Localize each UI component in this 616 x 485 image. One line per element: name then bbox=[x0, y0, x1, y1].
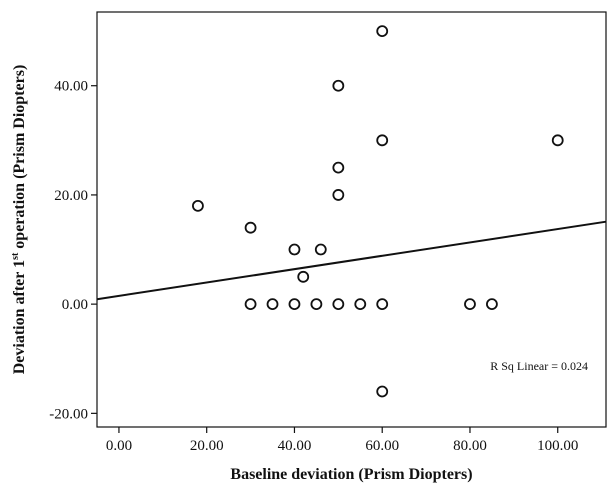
data-point bbox=[486, 298, 498, 311]
y-axis: -20.00 0.00 20.00 40.00 bbox=[49, 79, 97, 422]
data-point bbox=[244, 298, 257, 311]
x-axis: 0.00 20.00 40.00 60.00 80.00 100.00 bbox=[106, 427, 578, 454]
y-tick-label: 20.00 bbox=[54, 188, 88, 204]
data-point bbox=[376, 25, 389, 38]
data-point bbox=[464, 298, 476, 311]
data-point bbox=[266, 298, 279, 311]
data-point bbox=[244, 221, 257, 234]
x-tick-label: 100.00 bbox=[537, 438, 578, 454]
data-point bbox=[310, 298, 323, 311]
data-points bbox=[192, 25, 564, 398]
linear-fit-line bbox=[96, 220, 607, 301]
x-tick-label: 80.00 bbox=[453, 438, 487, 454]
x-axis-label: Baseline deviation (Prism Diopters) bbox=[230, 466, 472, 483]
data-point bbox=[332, 79, 345, 92]
x-tick-label: 40.00 bbox=[278, 438, 312, 454]
x-tick-label: 0.00 bbox=[106, 438, 132, 454]
y-axis-label-part-1: Deviation after 1 bbox=[11, 260, 28, 374]
data-point bbox=[376, 134, 389, 147]
x-tick-label: 20.00 bbox=[190, 438, 224, 454]
data-point bbox=[332, 161, 345, 174]
data-point bbox=[376, 298, 389, 311]
data-point bbox=[354, 298, 367, 311]
y-tick-label: 0.00 bbox=[62, 297, 88, 313]
data-point bbox=[288, 243, 301, 256]
data-point bbox=[288, 298, 301, 311]
x-tick-label: 60.00 bbox=[365, 438, 399, 454]
y-axis-label: Deviation after 1st operation (Prism Dio… bbox=[10, 65, 28, 375]
y-axis-label-superscript: st bbox=[10, 252, 21, 260]
data-point bbox=[551, 134, 564, 147]
data-point bbox=[332, 189, 345, 201]
y-axis-label-part-2: operation (Prism Diopters) bbox=[11, 65, 28, 253]
plot-frame bbox=[96, 11, 607, 428]
r-squared-annotation: R Sq Linear = 0.024 bbox=[490, 359, 588, 373]
data-point bbox=[314, 243, 327, 256]
data-point bbox=[192, 199, 204, 212]
y-tick-label: 40.00 bbox=[54, 79, 88, 95]
data-point bbox=[297, 270, 310, 283]
y-tick-label: -20.00 bbox=[49, 406, 88, 422]
data-point bbox=[332, 298, 345, 311]
data-point bbox=[376, 385, 389, 398]
